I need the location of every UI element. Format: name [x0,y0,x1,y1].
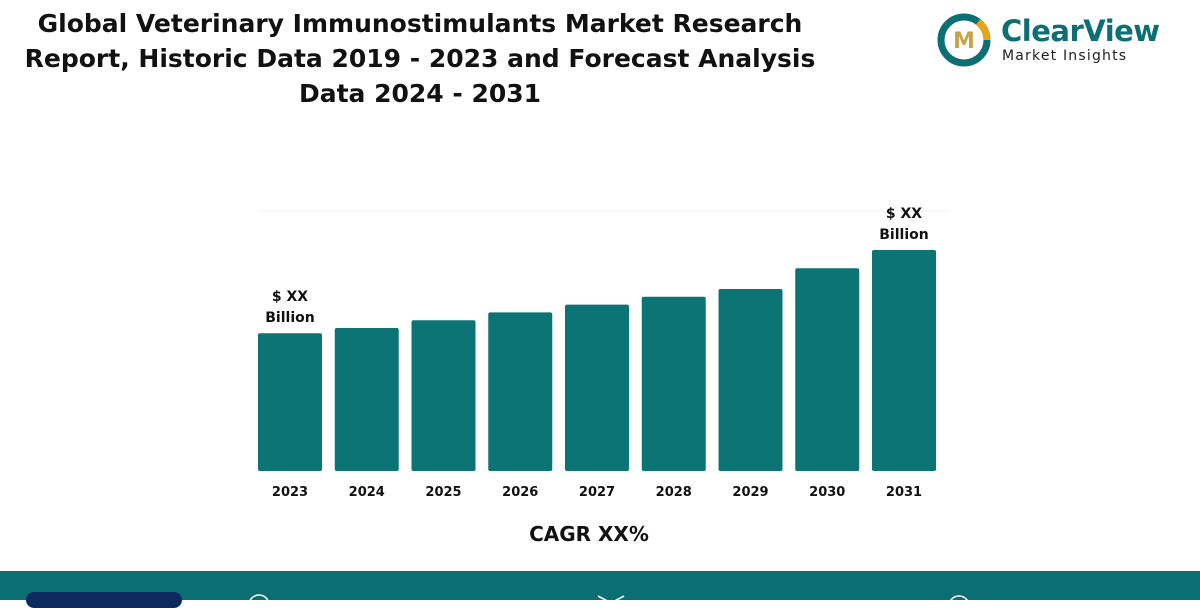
footer-band [0,571,1200,600]
bar-2024 [334,328,399,471]
bar-2026 [488,312,553,471]
mail-icon [597,595,625,604]
x-tick-label: 2031 [886,485,922,500]
footer-button[interactable] [26,592,182,608]
bar-2030 [795,268,860,471]
data-label-2031: Billion [879,227,928,243]
logo-monogram: M [953,29,975,54]
x-tick-label: 2024 [349,485,385,500]
brand-name: ClearView [1001,14,1160,48]
logo-mark-icon: M [937,13,991,67]
x-tick-label: 2029 [732,485,768,500]
brand-tagline: Market Insights [1002,48,1128,64]
x-tick-label: 2028 [656,485,692,500]
chart-bars [258,250,936,471]
x-tick-label: 2025 [425,485,461,500]
x-axis-ticks: 2023 2024 2025 2026 2027 2028 2029 2030 2031 [272,485,922,500]
bar-2031 [872,250,936,471]
globe-icon [248,594,270,605]
bar-2027 [565,304,629,471]
data-label-2023: Billion [265,310,314,326]
brand-logo[interactable]: M ClearView Market Insights [934,12,1164,68]
bar-2023 [258,333,322,471]
data-label-2023: $ XX [272,289,308,305]
bar-2029 [718,289,783,471]
x-tick-label: 2027 [579,485,615,500]
x-tick-label: 2030 [809,485,845,500]
bar-2028 [641,296,706,471]
bar-2025 [411,320,476,471]
x-tick-label: 2026 [502,485,538,500]
page-title: Global Veterinary Immunostimulants Marke… [24,9,816,108]
x-tick-label: 2023 [272,485,308,500]
x-axis-label: CAGR XX% [529,522,649,546]
chart-data-labels: $ XX Billion $ XX Billion [265,206,928,326]
data-label-2031: $ XX [886,206,922,222]
phone-icon [948,595,970,605]
